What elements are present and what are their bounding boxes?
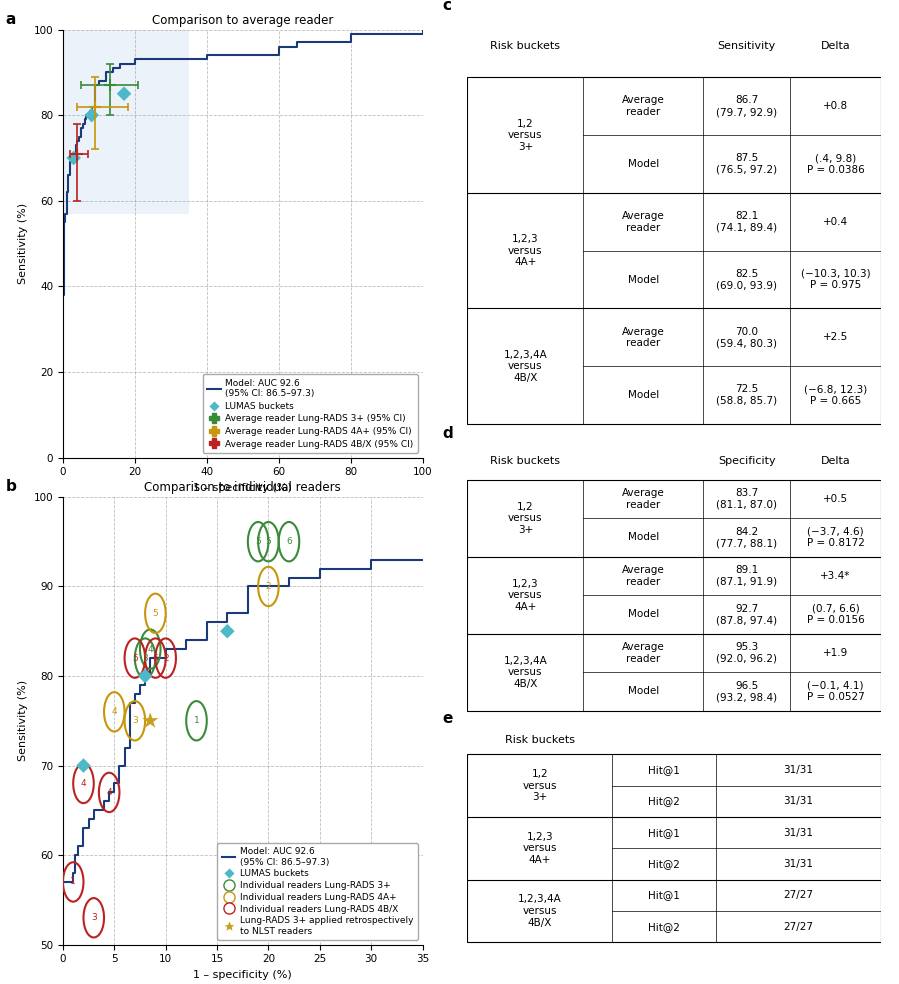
Text: 4: 4 bbox=[147, 645, 153, 653]
Text: 31/31: 31/31 bbox=[783, 765, 814, 774]
Text: 27/27: 27/27 bbox=[783, 922, 814, 932]
Text: 1,2,3
versus
4A+: 1,2,3 versus 4A+ bbox=[522, 831, 557, 865]
Text: Average
reader: Average reader bbox=[622, 211, 664, 232]
Point bbox=[117, 86, 131, 101]
Y-axis label: Sensitivity (%): Sensitivity (%) bbox=[18, 203, 28, 284]
Text: 1,2,3
versus
4A+: 1,2,3 versus 4A+ bbox=[508, 579, 543, 612]
Text: 2: 2 bbox=[163, 653, 168, 662]
Text: +0.5: +0.5 bbox=[823, 494, 848, 504]
Text: 92.7
(87.8, 97.4): 92.7 (87.8, 97.4) bbox=[717, 603, 777, 625]
Text: 1: 1 bbox=[193, 716, 200, 725]
X-axis label: 1 – specificity (%): 1 – specificity (%) bbox=[193, 483, 292, 493]
Point bbox=[67, 150, 81, 165]
Text: Average
reader: Average reader bbox=[622, 327, 664, 348]
Text: 1,2
versus
3+: 1,2 versus 3+ bbox=[508, 502, 543, 534]
Text: 4: 4 bbox=[81, 779, 86, 788]
Text: 70.0
(59.4, 80.3): 70.0 (59.4, 80.3) bbox=[717, 327, 777, 348]
Text: 1,2
versus
3+: 1,2 versus 3+ bbox=[522, 769, 557, 802]
Text: (.4, 9.8)
P = 0.0386: (.4, 9.8) P = 0.0386 bbox=[806, 154, 865, 175]
Text: (−10.3, 10.3)
P = 0.975: (−10.3, 10.3) P = 0.975 bbox=[801, 269, 870, 290]
Text: d: d bbox=[442, 426, 453, 442]
Text: 86.7
(79.7, 92.9): 86.7 (79.7, 92.9) bbox=[717, 95, 777, 117]
Text: 1,2,3
versus
4A+: 1,2,3 versus 4A+ bbox=[508, 234, 543, 268]
Text: +3.4*: +3.4* bbox=[821, 571, 850, 581]
Point bbox=[85, 107, 99, 123]
Text: c: c bbox=[442, 0, 451, 13]
Text: Average
reader: Average reader bbox=[622, 643, 664, 664]
Text: Hit@1: Hit@1 bbox=[648, 891, 680, 900]
Text: 82.1
(74.1, 89.4): 82.1 (74.1, 89.4) bbox=[717, 211, 777, 232]
Text: Model: Model bbox=[628, 275, 659, 284]
Text: 6: 6 bbox=[153, 653, 158, 662]
Text: Model: Model bbox=[628, 687, 659, 697]
Text: b: b bbox=[5, 479, 16, 494]
Text: 5: 5 bbox=[132, 653, 138, 662]
Text: 3: 3 bbox=[142, 653, 148, 662]
Legend: Model: AUC 92.6
(95% CI: 86.5–97.3), LUMAS buckets, Individual readers Lung-RADS: Model: AUC 92.6 (95% CI: 86.5–97.3), LUM… bbox=[218, 842, 418, 940]
Text: Risk buckets: Risk buckets bbox=[490, 41, 560, 51]
Text: 72.5
(58.8, 85.7): 72.5 (58.8, 85.7) bbox=[717, 385, 777, 406]
Text: 27/27: 27/27 bbox=[783, 891, 814, 900]
Text: 31/31: 31/31 bbox=[783, 828, 814, 837]
Text: Specificity: Specificity bbox=[717, 456, 776, 465]
Text: +0.8: +0.8 bbox=[823, 101, 848, 111]
Text: 31/31: 31/31 bbox=[783, 796, 814, 806]
Text: 87.5
(76.5, 97.2): 87.5 (76.5, 97.2) bbox=[717, 154, 777, 175]
Text: Average
reader: Average reader bbox=[622, 565, 664, 586]
Text: a: a bbox=[5, 13, 16, 28]
Y-axis label: Sensitivity (%): Sensitivity (%) bbox=[18, 680, 28, 762]
Text: 5: 5 bbox=[265, 537, 271, 546]
Text: Model: Model bbox=[628, 159, 659, 169]
Text: Average
reader: Average reader bbox=[622, 488, 664, 510]
Bar bbox=[467, 78, 881, 424]
Text: 2: 2 bbox=[265, 582, 271, 591]
Text: 3: 3 bbox=[132, 716, 138, 725]
Text: Risk buckets: Risk buckets bbox=[505, 735, 574, 745]
Text: (−3.7, 4.6)
P = 0.8172: (−3.7, 4.6) P = 0.8172 bbox=[806, 526, 865, 548]
Title: Comparison to individual readers: Comparison to individual readers bbox=[145, 481, 341, 494]
Text: +2.5: +2.5 bbox=[823, 333, 848, 342]
Text: 1,2,3,4A
versus
4B/X: 1,2,3,4A versus 4B/X bbox=[518, 894, 562, 928]
Text: 96.5
(93.2, 98.4): 96.5 (93.2, 98.4) bbox=[717, 681, 777, 703]
Text: 1,2,3,4A
versus
4B/X: 1,2,3,4A versus 4B/X bbox=[503, 349, 547, 383]
Text: Model: Model bbox=[628, 532, 659, 542]
Text: Hit@1: Hit@1 bbox=[648, 828, 680, 837]
Text: 31/31: 31/31 bbox=[783, 859, 814, 869]
Text: Hit@2: Hit@2 bbox=[648, 922, 680, 932]
Text: 82.5
(69.0, 93.9): 82.5 (69.0, 93.9) bbox=[717, 269, 777, 290]
Point bbox=[143, 712, 157, 728]
Text: 3: 3 bbox=[91, 913, 96, 922]
Text: e: e bbox=[442, 710, 453, 726]
Text: +1.9: +1.9 bbox=[823, 647, 848, 658]
Text: Hit@1: Hit@1 bbox=[648, 765, 680, 774]
Text: Model: Model bbox=[628, 391, 659, 400]
Text: Sensitivity: Sensitivity bbox=[717, 41, 776, 51]
Text: Model: Model bbox=[628, 609, 659, 620]
Bar bbox=[63, 30, 189, 214]
Text: 95.3
(92.0, 96.2): 95.3 (92.0, 96.2) bbox=[717, 643, 777, 664]
Text: 83.7
(81.1, 87.0): 83.7 (81.1, 87.0) bbox=[717, 488, 777, 510]
Text: 4: 4 bbox=[106, 788, 112, 797]
X-axis label: 1 – specificity (%): 1 – specificity (%) bbox=[193, 970, 292, 980]
Point bbox=[138, 668, 152, 684]
Text: (0.7, 6.6)
P = 0.0156: (0.7, 6.6) P = 0.0156 bbox=[806, 603, 865, 625]
Text: 5: 5 bbox=[153, 609, 158, 618]
Text: (−6.8, 12.3)
P = 0.665: (−6.8, 12.3) P = 0.665 bbox=[804, 385, 868, 406]
Text: +0.4: +0.4 bbox=[823, 216, 848, 226]
Text: (−0.1, 4.1)
P = 0.0527: (−0.1, 4.1) P = 0.0527 bbox=[806, 681, 865, 703]
Point bbox=[220, 624, 235, 640]
Bar bbox=[467, 754, 881, 943]
Text: 1,2,3,4A
versus
4B/X: 1,2,3,4A versus 4B/X bbox=[503, 655, 547, 689]
Text: 84.2
(77.7, 88.1): 84.2 (77.7, 88.1) bbox=[717, 526, 777, 548]
Text: 5: 5 bbox=[255, 537, 261, 546]
Legend: Model: AUC 92.6
(95% CI: 86.5–97.3), LUMAS buckets, Average reader Lung-RADS 3+ : Model: AUC 92.6 (95% CI: 86.5–97.3), LUM… bbox=[202, 374, 418, 453]
Text: 89.1
(87.1, 91.9): 89.1 (87.1, 91.9) bbox=[717, 565, 777, 586]
Text: Hit@2: Hit@2 bbox=[648, 796, 680, 806]
Text: Delta: Delta bbox=[821, 456, 850, 465]
Text: 6: 6 bbox=[286, 537, 292, 546]
Bar bbox=[467, 479, 881, 710]
Title: Comparison to average reader: Comparison to average reader bbox=[152, 14, 334, 27]
Text: Average
reader: Average reader bbox=[622, 95, 664, 117]
Text: Delta: Delta bbox=[821, 41, 850, 51]
Text: 1,2
versus
3+: 1,2 versus 3+ bbox=[508, 118, 543, 152]
